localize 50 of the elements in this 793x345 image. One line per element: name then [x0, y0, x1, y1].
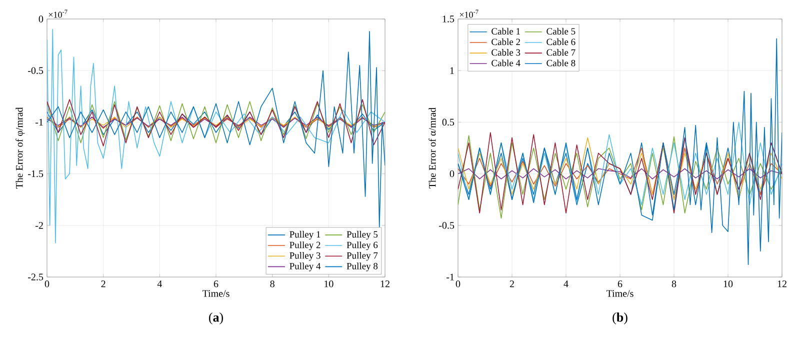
y-tick-label: -0.5: [28, 67, 44, 74]
legend-label: Cable 3: [492, 49, 520, 56]
text: (a): [209, 312, 224, 324]
legend-label: Cable 7: [546, 49, 576, 56]
legend-label: Cable 6: [546, 38, 576, 46]
y-axis-title: The Error of φ/mrad: [16, 107, 25, 189]
legend-label: Pulley 7: [346, 252, 378, 261]
y-tick-label: -2.5: [28, 274, 44, 280]
x-tick-label: 10: [724, 280, 733, 288]
y-tick-label: 1: [450, 67, 454, 74]
y-tick-label: 0.5: [442, 118, 454, 126]
x-axis-title: Time/s: [202, 290, 230, 297]
legend-label: Cable 4: [492, 60, 520, 66]
x-tick-label: 6: [214, 280, 218, 288]
x-tick-label: 8: [672, 280, 676, 288]
legend-label: Cable 2: [492, 38, 520, 46]
text: ×10$^{-7}$: [48, 10, 68, 18]
legend-label: Pulley 6: [346, 241, 378, 250]
y-tick-label: 0: [38, 16, 44, 22]
y-tick-label: 0: [450, 170, 454, 178]
text: (b): [612, 312, 628, 324]
x-tick-label: 4: [564, 280, 568, 288]
x-tick-label: 10: [324, 280, 334, 288]
legend-label: Pulley 3: [290, 252, 320, 261]
legend-label: Pulley 1: [290, 230, 320, 240]
legend-label: Cable 1: [492, 28, 520, 35]
x-tick-label: 8: [270, 280, 274, 288]
y-tick-label: 1.5: [442, 16, 454, 22]
legend-label: Pulley 5: [346, 230, 378, 240]
x-tick-label: 0: [456, 280, 460, 288]
text: ×10$^{-7}$: [460, 10, 478, 18]
legend-label: Pulley 2: [290, 241, 320, 250]
legend-label: Pulley 8: [346, 262, 378, 272]
x-tick-label: 12: [778, 280, 786, 288]
x-tick-label: 12: [380, 280, 390, 288]
x-tick-label: 2: [101, 280, 106, 288]
y-axis-title: The Error of α/mrad: [428, 108, 436, 188]
legend-label: Cable 8: [546, 60, 576, 66]
x-tick-label: 4: [157, 280, 162, 288]
x-tick-label: 0: [44, 280, 50, 288]
legend-label: Pulley 4: [290, 262, 321, 272]
x-axis-title: Time/s: [606, 290, 634, 297]
y-tick-label: -1.5: [28, 170, 44, 178]
legend-label: Cable 5: [546, 28, 576, 35]
x-tick-label: 6: [618, 280, 622, 288]
y-tick-label: -0.5: [439, 222, 454, 229]
y-tick-label: -1: [36, 118, 43, 126]
x-tick-label: 2: [510, 280, 514, 288]
y-tick-label: -1: [446, 274, 454, 280]
y-tick-label: -2: [36, 222, 43, 229]
